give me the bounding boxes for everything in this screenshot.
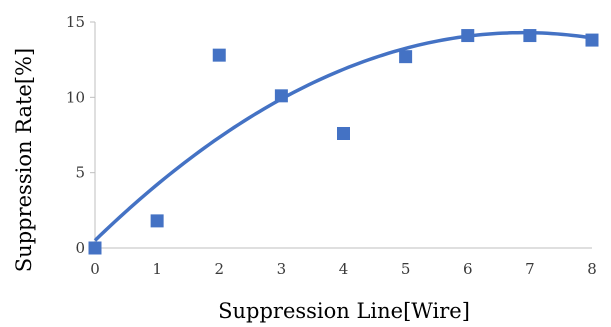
data-point (523, 29, 537, 43)
x-tick-label: 5 (401, 260, 411, 278)
x-tick-label: 8 (587, 260, 597, 278)
y-tick-label: 5 (75, 164, 85, 182)
x-tick-label: 0 (90, 260, 100, 278)
data-point (585, 33, 599, 47)
data-point (274, 89, 288, 103)
x-axis-ticks: 0 1 2 3 4 5 6 7 8 (90, 260, 597, 278)
x-tick-label: 2 (214, 260, 224, 278)
data-point (88, 241, 102, 255)
x-tick-label: 7 (525, 260, 535, 278)
data-points (88, 29, 599, 255)
data-point (337, 126, 350, 140)
data-point (461, 29, 475, 43)
x-tick-label: 6 (463, 260, 473, 278)
y-axis-title: Suppression Rate[%] (12, 48, 36, 272)
x-tick-label: 4 (339, 260, 349, 278)
data-point (150, 214, 164, 228)
y-tick-label: 0 (75, 239, 85, 257)
x-tick-label: 3 (277, 260, 287, 278)
x-axis-title: Suppression Line[Wire] (218, 299, 470, 323)
x-tick-label: 1 (152, 260, 162, 278)
data-point (399, 50, 413, 64)
trendline (93, 30, 593, 242)
y-tick-label: 10 (66, 88, 85, 106)
y-tick-label: 15 (66, 13, 85, 31)
y-axis-ticks: 0 5 10 15 (66, 13, 95, 257)
data-point (212, 48, 226, 62)
